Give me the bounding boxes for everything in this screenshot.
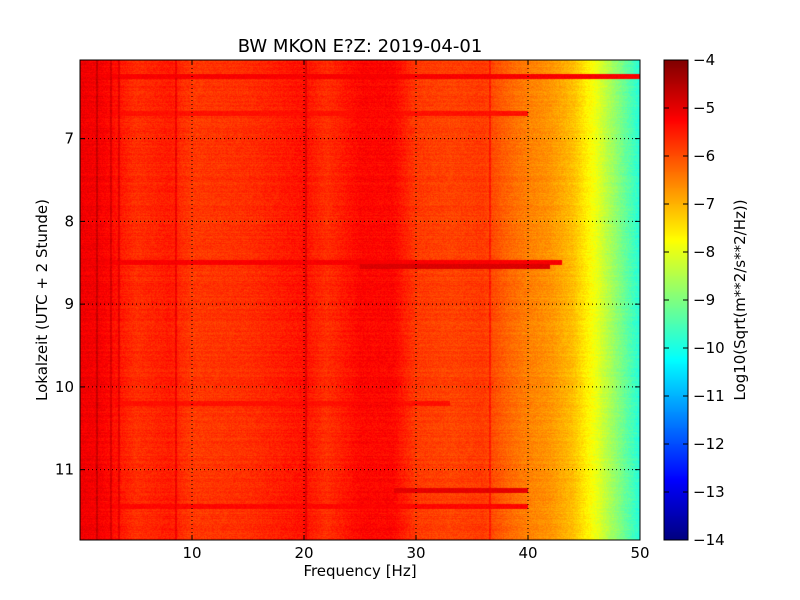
x-tick-label: 30 xyxy=(406,544,425,562)
y-tick-label: 7 xyxy=(64,130,74,148)
x-tick-label: 40 xyxy=(518,544,537,562)
y-tick-label: 8 xyxy=(64,212,74,230)
colorbar-tick-label: −12 xyxy=(693,435,725,453)
x-axis-ticks: 10 20 30 40 50 xyxy=(182,60,650,562)
y-axis-label: Lokalzeit (UTC + 2 Stunde) xyxy=(33,199,51,401)
colorbar-tick-label: −7 xyxy=(693,195,715,213)
spectrogram-image xyxy=(80,60,640,540)
colorbar-tick-label: −9 xyxy=(693,291,715,309)
colorbar-tick-label: −8 xyxy=(693,243,715,261)
chart-title: BW MKON E?Z: 2019-04-01 xyxy=(238,36,483,57)
x-tick-label: 10 xyxy=(182,544,201,562)
y-tick-label: 10 xyxy=(55,378,74,396)
colorbar-tick-label: −6 xyxy=(693,147,715,165)
y-axis-ticks: 7 8 9 10 11 xyxy=(55,130,640,479)
colorbar-tick-label: −14 xyxy=(693,531,725,549)
x-tick-label: 20 xyxy=(294,544,313,562)
x-tick-label: 50 xyxy=(630,544,649,562)
colorbar-tick-label: −5 xyxy=(693,99,715,117)
colorbar-tick-label: −13 xyxy=(693,483,725,501)
y-tick-label: 11 xyxy=(55,461,74,479)
colorbar-ticks: −4 −5 −6 −7 −8 −9 −10 −11 −12 −13 −14 xyxy=(664,51,725,549)
colorbar-tick-label: −4 xyxy=(693,51,715,69)
plot-frame xyxy=(79,59,641,541)
colorbar-tick-label: −11 xyxy=(693,387,725,405)
x-axis-label: Frequency [Hz] xyxy=(303,562,416,580)
y-tick-label: 9 xyxy=(64,295,74,313)
plot-area: 10 20 30 40 50 7 8 9 10 11 xyxy=(55,59,650,562)
colorbar-label: Log10(Sqrt(m**2/s**2/Hz)) xyxy=(731,199,749,400)
colorbar-tick-label: −10 xyxy=(693,339,725,357)
colorbar: −4 −5 −6 −7 −8 −9 −10 −11 −12 −13 −14 Log10(Sqrt(m… xyxy=(663,51,749,549)
